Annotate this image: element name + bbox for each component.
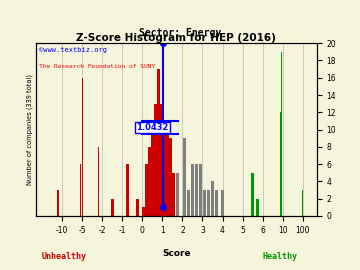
Bar (136, 199, 139, 216)
Bar (211, 181, 214, 216)
Bar (160, 104, 163, 216)
X-axis label: Score: Score (162, 249, 191, 258)
Bar (58, 190, 59, 216)
Y-axis label: Number of companies (339 total): Number of companies (339 total) (27, 74, 33, 185)
Bar (256, 199, 259, 216)
Bar (157, 69, 159, 216)
Text: Healthy: Healthy (263, 252, 298, 261)
Bar (166, 130, 169, 216)
Bar (203, 190, 206, 216)
Bar (191, 164, 194, 216)
Title: Z-Score Histogram for HEP (2016): Z-Score Histogram for HEP (2016) (76, 33, 276, 43)
Bar (163, 121, 166, 216)
Bar (199, 164, 202, 216)
Bar (195, 164, 198, 216)
Bar (111, 199, 113, 216)
Bar (251, 173, 254, 216)
Bar (81, 78, 83, 216)
Bar (151, 130, 154, 216)
Bar (281, 52, 282, 216)
Text: ©www.textbiz.org: ©www.textbiz.org (39, 47, 107, 53)
Bar (187, 190, 190, 216)
Bar (142, 207, 145, 216)
Bar (154, 104, 157, 216)
Bar (126, 164, 129, 216)
Bar (207, 190, 210, 216)
Bar (98, 147, 99, 216)
Bar (176, 173, 179, 216)
Bar (302, 190, 303, 216)
Bar (148, 147, 150, 216)
Bar (183, 138, 186, 216)
Bar (145, 164, 148, 216)
Bar (280, 112, 281, 216)
Text: Sector: Energy: Sector: Energy (139, 28, 221, 38)
Bar (80, 164, 81, 216)
Text: The Research Foundation of SUNY: The Research Foundation of SUNY (39, 64, 155, 69)
Text: Unhealthy: Unhealthy (42, 252, 86, 261)
Text: 1.0432: 1.0432 (136, 123, 168, 132)
Bar (172, 173, 175, 216)
Bar (169, 138, 172, 216)
Bar (215, 190, 218, 216)
Bar (221, 190, 224, 216)
